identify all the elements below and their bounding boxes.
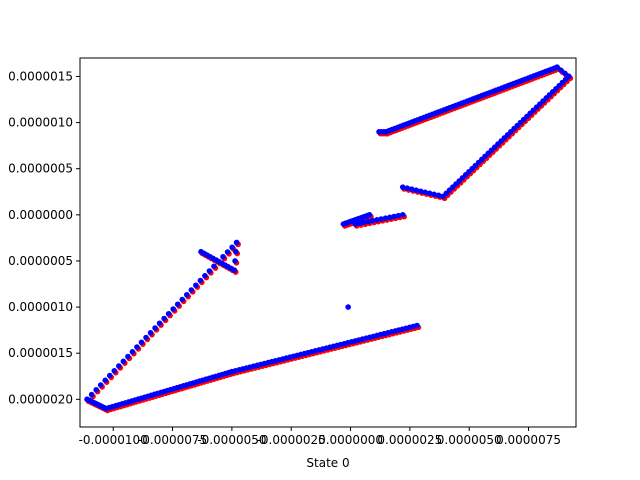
data-point xyxy=(106,372,113,379)
plot-area-frame xyxy=(79,57,577,428)
y-axis-ticks: 0.0000015 0.0000010 0.0000005 0.0000000 0.00… xyxy=(8,69,80,406)
data-point xyxy=(102,377,109,384)
data-point xyxy=(211,263,217,270)
data-point xyxy=(147,329,154,336)
x-tick-label: -0.0000075 xyxy=(138,433,207,447)
data-point xyxy=(233,239,240,246)
x-tick-label: 0.0000050 xyxy=(437,433,502,447)
y-tick-label: 0.0000015 xyxy=(8,69,73,83)
data-point xyxy=(399,212,406,218)
data-point xyxy=(426,190,433,197)
data-point xyxy=(183,291,190,298)
data-point xyxy=(399,184,406,190)
y-tick-label: 0.0000020 xyxy=(8,392,73,406)
data-point xyxy=(435,192,442,199)
data-point xyxy=(233,248,239,255)
x-tick-label: 0.0000000 xyxy=(318,433,383,447)
data-point xyxy=(220,253,226,260)
data-point xyxy=(197,277,204,284)
data-point xyxy=(193,282,199,289)
data-point xyxy=(369,217,376,224)
data-point xyxy=(232,258,238,264)
data-point xyxy=(88,391,95,398)
x-tick-label: 0.0000025 xyxy=(377,433,442,447)
x-tick-label: -0.0000100 xyxy=(79,433,148,447)
x-axis-ticks: -0.0000100-0.0000075-0.0000050-0.0000025… xyxy=(79,427,561,447)
data-point xyxy=(165,310,172,317)
x-tick-label: 0.0000075 xyxy=(496,433,561,447)
data-point xyxy=(376,129,382,135)
data-point xyxy=(414,322,420,329)
data-point xyxy=(378,216,384,222)
data-point xyxy=(395,212,402,219)
data-point xyxy=(111,368,118,374)
data-point xyxy=(229,244,235,251)
data-point xyxy=(206,268,213,274)
data-point xyxy=(356,220,363,227)
data-point xyxy=(156,320,163,327)
data-point xyxy=(391,213,397,220)
data-point xyxy=(120,358,127,365)
data-point xyxy=(345,304,351,310)
data-point xyxy=(366,212,373,218)
data-point xyxy=(413,187,420,194)
data-point xyxy=(224,249,231,255)
data-point xyxy=(188,287,195,293)
x-tick-label: -0.0000050 xyxy=(197,433,266,447)
data-point xyxy=(93,387,99,393)
data-point xyxy=(174,301,181,308)
data-point xyxy=(161,315,167,322)
data-point xyxy=(129,349,136,355)
y-tick-label: 0.0000005 xyxy=(8,254,73,268)
data-point xyxy=(116,363,122,369)
data-point xyxy=(440,193,446,200)
data-point xyxy=(138,339,145,346)
y-tick-label: 0.0000010 xyxy=(8,116,73,130)
data-point xyxy=(361,219,367,226)
data-point xyxy=(382,215,389,221)
data-point xyxy=(422,189,428,196)
data-point xyxy=(431,191,437,198)
y-tick-label: 0.0000015 xyxy=(8,346,73,360)
data-point xyxy=(125,353,131,360)
data-point xyxy=(558,67,564,74)
data-point xyxy=(170,306,177,312)
data-point xyxy=(198,248,204,255)
data-point xyxy=(202,272,208,279)
data-point xyxy=(566,73,572,80)
data-point xyxy=(408,186,415,192)
data-point xyxy=(387,214,393,221)
data-point xyxy=(365,218,372,225)
y-tick-label: 0.0000005 xyxy=(8,162,73,176)
x-axis-label: State 0 xyxy=(306,456,349,470)
y-tick-label: 0.0000010 xyxy=(8,300,73,314)
data-points xyxy=(84,64,574,414)
data-point xyxy=(404,185,411,191)
data-point xyxy=(417,188,424,195)
data-point xyxy=(134,344,140,350)
data-point xyxy=(352,221,359,227)
x-tick-label: -0.0000025 xyxy=(257,433,326,447)
data-point xyxy=(374,217,380,223)
data-point xyxy=(152,325,158,331)
data-point xyxy=(143,334,149,341)
data-point xyxy=(562,70,568,77)
y-tick-label: 0.0000000 xyxy=(8,208,73,222)
data-point xyxy=(179,296,186,303)
data-point xyxy=(97,382,104,388)
